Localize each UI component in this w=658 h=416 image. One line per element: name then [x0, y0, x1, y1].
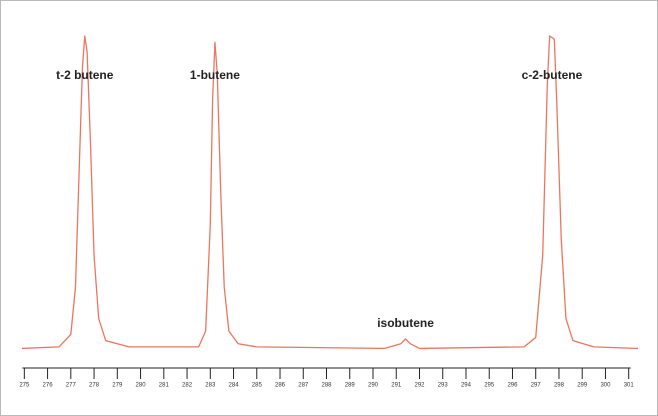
x-tick-label: 301 [624, 383, 635, 389]
x-tick-label: 284 [229, 383, 240, 389]
x-tick-label: 293 [438, 383, 449, 389]
x-tick-label: 298 [554, 383, 565, 389]
x-tick-label: 281 [159, 383, 170, 389]
x-tick-label: 291 [391, 383, 402, 389]
x-tick-label: 297 [531, 383, 542, 389]
x-tick-label: 289 [345, 383, 356, 389]
x-tick-label: 290 [368, 383, 379, 389]
x-tick-label: 278 [89, 383, 100, 389]
x-tick-label: 285 [252, 383, 263, 389]
x-tick-label: 300 [600, 383, 611, 389]
x-tick-label: 296 [507, 383, 518, 389]
x-tick-label: 294 [461, 383, 472, 389]
x-tick-label: 282 [182, 383, 193, 389]
peak-label: t-2 butene [56, 68, 114, 82]
x-tick-label: 299 [577, 383, 588, 389]
trace-line [21, 35, 639, 350]
x-tick-label: 275 [19, 383, 30, 389]
x-tick-label: 286 [275, 383, 286, 389]
x-tick-label: 288 [322, 383, 333, 389]
peak-label: c-2-butene [522, 68, 583, 82]
x-tick-label: 283 [205, 383, 216, 389]
x-tick-label: 277 [66, 383, 77, 389]
x-tick-label: 280 [136, 383, 147, 389]
x-tick-label: 292 [414, 383, 425, 389]
x-tick-label: 279 [112, 383, 123, 389]
x-tick-label: 287 [298, 383, 309, 389]
x-tick-label: 276 [43, 383, 54, 389]
peak-label: 1-butene [190, 68, 240, 82]
peak-label: isobutene [377, 316, 434, 330]
x-tick-label: 295 [484, 383, 495, 389]
